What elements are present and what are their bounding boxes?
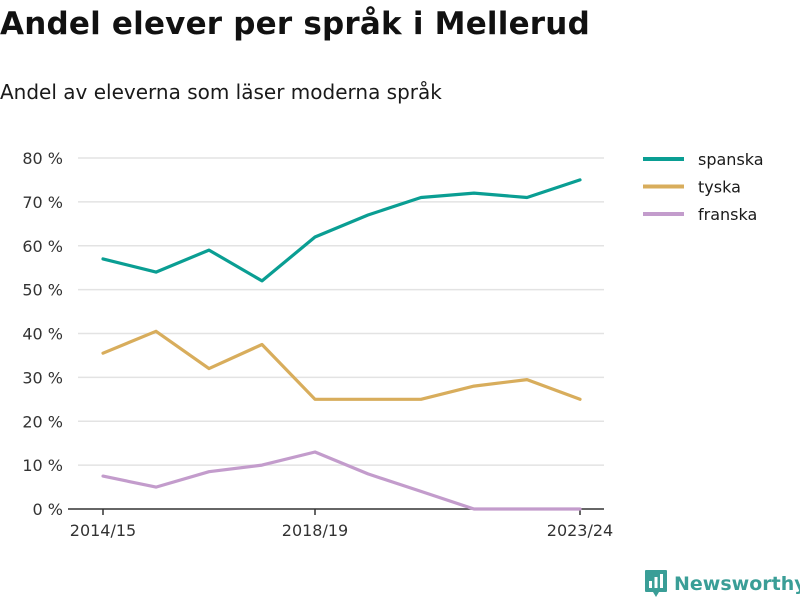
newsworthy-icon [645, 570, 667, 597]
x-tick-label: 2018/19 [282, 521, 348, 540]
y-axis-ticks: 0 % 10 % 20 % 30 % 40 % 50 % 60 % 70 % 80 % [22, 149, 63, 519]
legend: spanska tyska franska [643, 150, 764, 224]
legend-label: franska [698, 205, 757, 224]
y-tick-label: 60 % [22, 237, 63, 256]
y-tick-label: 80 % [22, 149, 63, 168]
chart-subtitle: Andel av eleverna som läser moderna språ… [0, 80, 442, 104]
legend-label: tyska [698, 178, 741, 197]
brand-name: Newsworthy [674, 573, 800, 595]
y-tick-label: 20 % [22, 412, 63, 431]
series-lines [101, 178, 582, 511]
series-line-spanska [101, 178, 582, 283]
legend-item-franska: franska [643, 205, 757, 224]
chart-title: Andel elever per språk i Mellerud [0, 6, 590, 42]
line-chart: 0 % 10 % 20 % 30 % 40 % 50 % 60 % 70 % 80 % 2014… [22, 149, 764, 540]
y-tick-label: 10 % [22, 456, 63, 475]
series-line-franska [101, 450, 582, 511]
x-axis: 2014/15 2018/19 2023/24 [68, 508, 613, 540]
series-line-tyska [101, 329, 582, 401]
gridlines [78, 157, 604, 466]
y-tick-label: 40 % [22, 325, 63, 344]
x-tick-label: 2023/24 [547, 521, 613, 540]
brand-logo: Newsworthy [644, 569, 800, 599]
y-tick-label: 70 % [22, 193, 63, 212]
y-tick-label: 50 % [22, 281, 63, 300]
legend-label: spanska [698, 150, 764, 169]
legend-item-tyska: tyska [643, 178, 741, 197]
legend-item-spanska: spanska [643, 150, 764, 169]
y-tick-label: 0 % [33, 500, 63, 519]
x-tick-label: 2014/15 [70, 521, 136, 540]
y-tick-label: 30 % [22, 368, 63, 387]
